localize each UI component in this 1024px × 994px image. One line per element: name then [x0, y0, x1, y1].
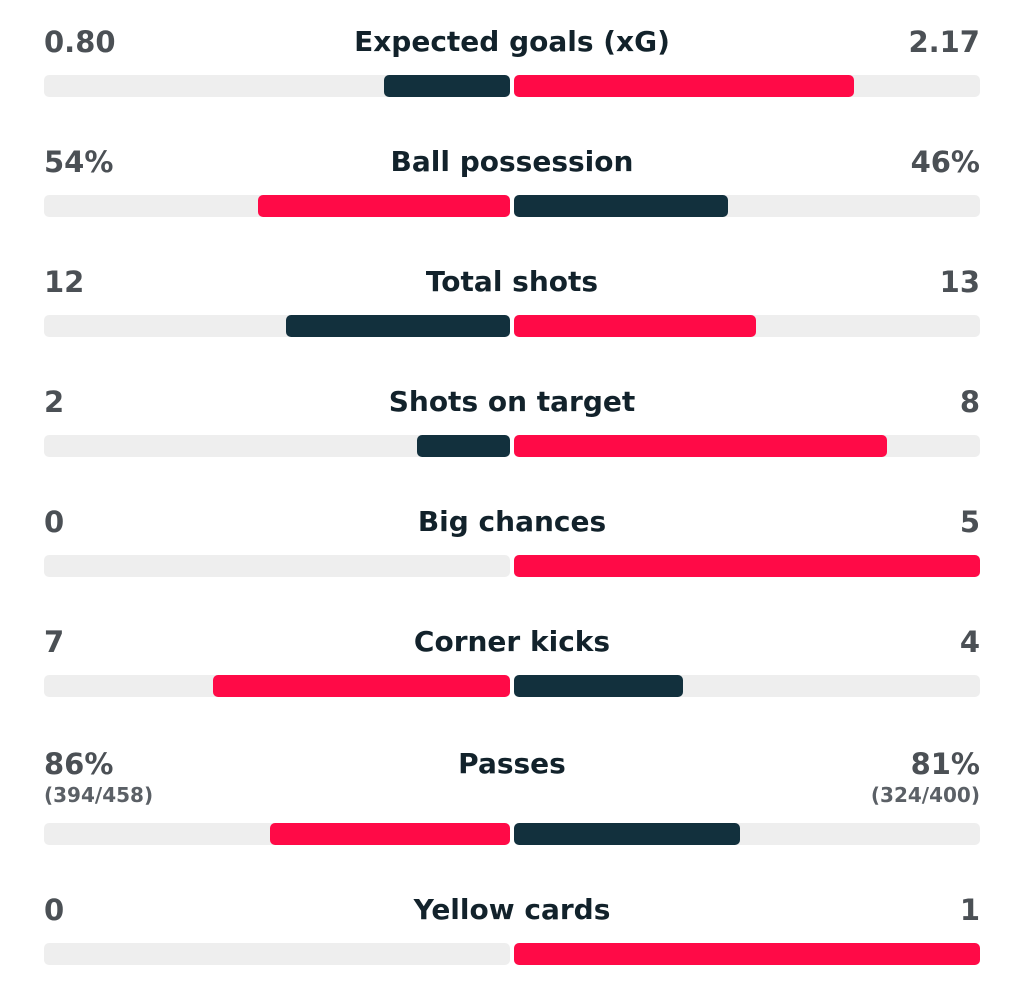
away-bar-track: [514, 555, 980, 577]
home-bar-track: [44, 435, 510, 457]
stat-bars: [44, 435, 980, 457]
home-bar-fill: [417, 435, 510, 457]
away-bar-fill: [514, 315, 756, 337]
stat-header: 12 Total shots 13: [44, 262, 980, 302]
stat-bars: [44, 195, 980, 217]
away-value: 1: [959, 893, 980, 927]
home-bar-fill: [213, 675, 510, 697]
away-value: 46%: [910, 145, 980, 179]
stat-header: 0 Big chances 5: [44, 502, 980, 542]
home-value: 0.80: [44, 25, 116, 59]
away-value: 4: [959, 625, 980, 659]
stat-row-yellow-cards: 0 Yellow cards 1: [44, 890, 980, 965]
home-value: 0: [44, 505, 65, 539]
home-value: 2: [44, 385, 65, 419]
stat-bars: [44, 675, 980, 697]
stat-label: Expected goals (xG): [354, 25, 670, 58]
away-bar-track: [514, 823, 980, 845]
home-bar-track: [44, 675, 510, 697]
stat-label: Yellow cards: [413, 893, 611, 926]
home-value: 54%: [44, 145, 114, 179]
stat-row-xg: 0.80 Expected goals (xG) 2.17: [44, 22, 980, 97]
away-value: 8: [959, 385, 980, 419]
stat-header: 54% Ball possession 46%: [44, 142, 980, 182]
away-value: 2.17: [908, 25, 980, 59]
home-value: 12: [44, 265, 85, 299]
home-bar-track: [44, 555, 510, 577]
home-bar-fill: [258, 195, 510, 217]
stat-row-big-chances: 0 Big chances 5: [44, 502, 980, 577]
stat-label: Ball possession: [390, 145, 634, 178]
stat-header: 86% (394/458) Passes 81% (324/400): [44, 744, 980, 807]
away-bar-fill: [514, 675, 683, 697]
stat-bars: [44, 823, 980, 845]
away-bar-fill: [514, 195, 728, 217]
away-value: 81%: [910, 747, 980, 781]
home-bar-track: [44, 195, 510, 217]
home-bar-fill: [286, 315, 510, 337]
away-bar-fill: [514, 943, 980, 965]
away-bar-track: [514, 943, 980, 965]
away-value: 13: [939, 265, 980, 299]
away-bar-track: [514, 675, 980, 697]
stat-bars: [44, 315, 980, 337]
home-bar-track: [44, 315, 510, 337]
stat-row-corner-kicks: 7 Corner kicks 4: [44, 622, 980, 697]
away-bar-fill: [514, 555, 980, 577]
stat-label: Shots on target: [388, 385, 636, 418]
stat-row-shots-on-target: 2 Shots on target 8: [44, 382, 980, 457]
home-bar-track: [44, 943, 510, 965]
home-value: 0: [44, 893, 65, 927]
stat-bars: [44, 943, 980, 965]
stat-label: Total shots: [425, 265, 599, 298]
away-bar-track: [514, 75, 980, 97]
away-value: 5: [959, 505, 980, 539]
stat-label: Big chances: [417, 505, 607, 538]
home-value: 7: [44, 625, 65, 659]
stat-row-possession: 54% Ball possession 46%: [44, 142, 980, 217]
stat-bars: [44, 555, 980, 577]
away-bar-fill: [514, 823, 740, 845]
away-bar-track: [514, 195, 980, 217]
home-value: 86%: [44, 747, 114, 781]
away-bar-fill: [514, 435, 887, 457]
home-bar-track: [44, 823, 510, 845]
stat-header: 2 Shots on target 8: [44, 382, 980, 422]
stat-header: 0.80 Expected goals (xG) 2.17: [44, 22, 980, 62]
stat-label: Corner kicks: [413, 625, 611, 658]
home-bar-track: [44, 75, 510, 97]
home-bar-fill: [384, 75, 510, 97]
away-bar-track: [514, 315, 980, 337]
away-bar-fill: [514, 75, 854, 97]
stat-bars: [44, 75, 980, 97]
stat-label: Passes: [458, 747, 566, 780]
stat-header: 7 Corner kicks 4: [44, 622, 980, 662]
away-bar-track: [514, 435, 980, 457]
stat-row-passes: 86% (394/458) Passes 81% (324/400): [44, 744, 980, 845]
home-sub-value: (394/458): [44, 783, 154, 807]
stat-header: 0 Yellow cards 1: [44, 890, 980, 930]
home-bar-fill: [270, 823, 510, 845]
away-sub-value: (324/400): [870, 783, 980, 807]
stat-row-total-shots: 12 Total shots 13: [44, 262, 980, 337]
